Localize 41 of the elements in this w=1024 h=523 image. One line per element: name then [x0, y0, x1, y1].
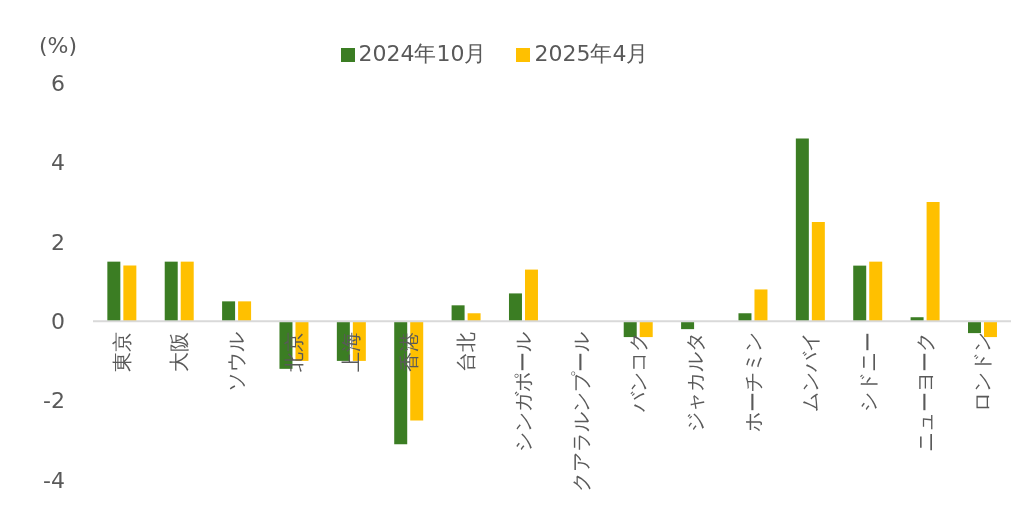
bar	[238, 301, 252, 322]
x-tick-label: 台北	[453, 331, 478, 372]
x-tick-label: バンコク	[626, 331, 651, 413]
legend-label: 2025年4月	[534, 41, 649, 66]
bar	[926, 202, 940, 322]
bar	[123, 265, 137, 322]
x-tick-label: 大阪	[167, 331, 192, 372]
bar	[811, 221, 825, 322]
x-tick-label: ジャカルタ	[683, 331, 708, 432]
bar	[451, 305, 465, 322]
y-tick-label: 6	[51, 70, 65, 96]
bar	[869, 261, 883, 322]
x-tick-label: シドニー	[855, 331, 880, 412]
x-tick-label: 東京	[109, 331, 134, 372]
bar	[508, 293, 522, 322]
y-tick-label: -2	[43, 388, 65, 414]
bar	[107, 261, 121, 322]
bar	[524, 269, 538, 322]
bar	[853, 265, 867, 322]
bar	[967, 321, 981, 334]
x-tick-label: クアラルンプール	[568, 331, 593, 492]
y-tick-label: 0	[51, 309, 65, 335]
x-tick-label: ロンドン	[970, 331, 995, 412]
x-tick-label: シンガポール	[511, 331, 536, 452]
bar	[222, 301, 236, 322]
bar	[754, 289, 768, 322]
x-tick-label: 上海	[339, 331, 364, 372]
x-tick-label: ソウル	[224, 331, 249, 392]
legend-label: 2024年10月	[358, 41, 487, 66]
x-tick-label: ニューヨーク	[912, 331, 937, 452]
bar	[180, 261, 194, 322]
bar	[164, 261, 178, 322]
y-tick-label: -4	[43, 467, 65, 493]
y-tick-label: 4	[51, 150, 65, 176]
y-axis-title: (%)	[38, 33, 78, 58]
x-tick-label: 北京	[281, 331, 306, 372]
y-tick-label: 2	[51, 229, 65, 255]
x-tick-label: ムンバイ	[798, 331, 823, 412]
bar	[795, 138, 809, 322]
x-tick-label: ホーチミン	[740, 331, 765, 432]
x-tick-label: 香港	[396, 331, 421, 372]
